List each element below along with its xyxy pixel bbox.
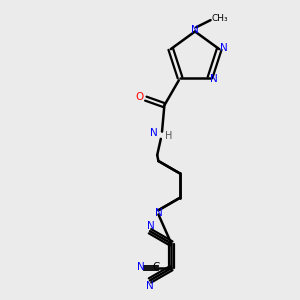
Text: N: N [146, 280, 154, 290]
Text: N: N [154, 208, 162, 218]
Text: N: N [137, 262, 145, 272]
Text: N: N [220, 43, 227, 53]
Text: N: N [210, 74, 218, 83]
Text: H: H [165, 131, 172, 141]
Text: N: N [147, 221, 155, 231]
Text: CH₃: CH₃ [212, 14, 229, 23]
Text: O: O [136, 92, 144, 102]
Text: N: N [191, 25, 199, 35]
Text: N: N [150, 128, 158, 138]
Text: C: C [152, 262, 159, 272]
